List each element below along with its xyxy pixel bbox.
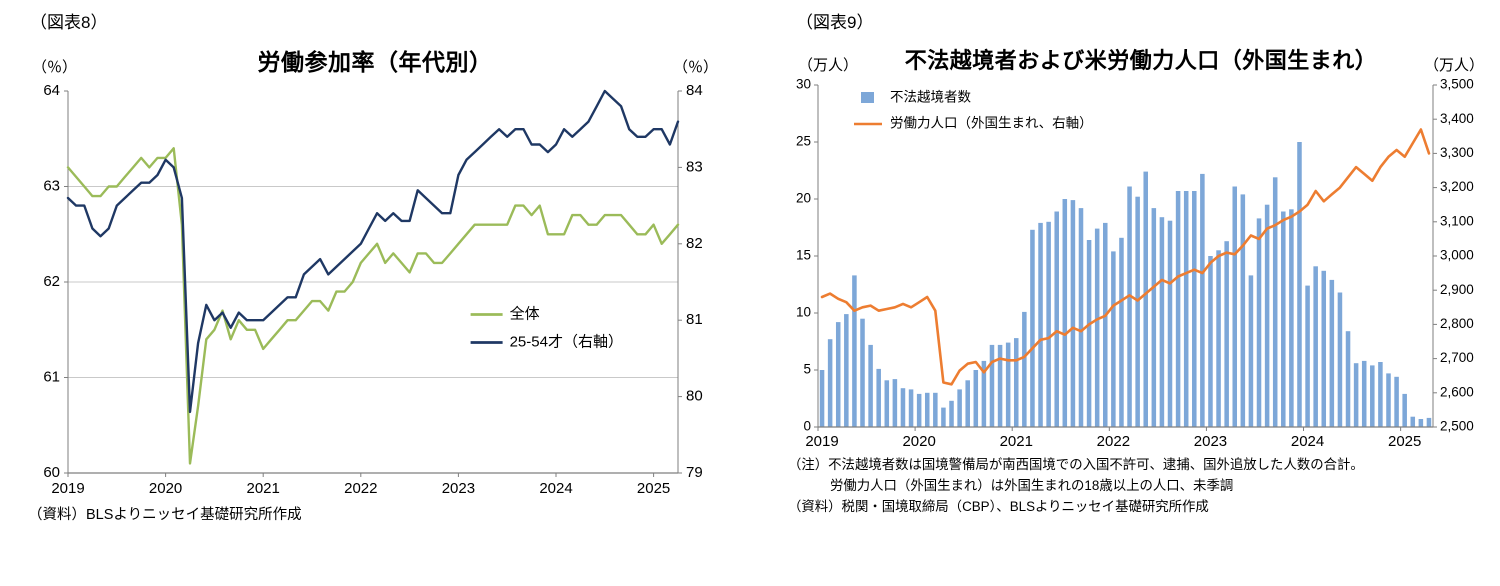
svg-text:5: 5 xyxy=(803,362,811,377)
svg-text:62: 62 xyxy=(43,273,60,290)
svg-text:2,900: 2,900 xyxy=(1440,282,1474,297)
svg-text:15: 15 xyxy=(796,248,811,263)
svg-text:20: 20 xyxy=(796,191,811,206)
labor-participation-panel: （図表8） （％） 労働参加率（年代別） （％） 60 61 62 63 64 79 80 8… xyxy=(22,6,728,524)
svg-text:2024: 2024 xyxy=(1291,433,1324,450)
svg-text:10: 10 xyxy=(796,305,811,320)
right-axis-unit-label: （万人） xyxy=(1423,57,1484,74)
svg-text:2,600: 2,600 xyxy=(1440,384,1474,399)
left-axis-unit-label: （万人） xyxy=(798,57,859,74)
note-line: （注）不法越境者数は国境警備局が南西国境での入国不許可、逮捕、国外追放した人数の… xyxy=(788,457,1364,472)
svg-text:3,300: 3,300 xyxy=(1440,145,1474,160)
right-axis-unit-label: （％） xyxy=(672,59,718,76)
svg-text:0: 0 xyxy=(803,419,811,434)
right-chart-title: 不法越境者および米労働力人口（外国生まれ） xyxy=(904,48,1378,73)
svg-text:2021: 2021 xyxy=(1000,433,1033,450)
left-chart-title: 労働参加率（年代別） xyxy=(257,49,493,75)
left-chart-header: （％） 労働参加率（年代別） （％） xyxy=(22,43,728,77)
svg-text:2020: 2020 xyxy=(149,480,182,497)
svg-text:25-54才（右軸）: 25-54才（右軸） xyxy=(510,333,623,350)
svg-text:2019: 2019 xyxy=(805,433,838,450)
svg-text:81: 81 xyxy=(686,311,703,328)
svg-text:3,500: 3,500 xyxy=(1440,77,1474,92)
svg-text:不法越境者数: 不法越境者数 xyxy=(890,90,971,105)
svg-text:2022: 2022 xyxy=(344,480,377,497)
note-line: （資料）税関・国境取締局（CBP）、BLSよりニッセイ基礎研究所作成 xyxy=(788,498,1209,514)
svg-text:3,100: 3,100 xyxy=(1440,213,1474,228)
figure-9-label: （図表9） xyxy=(796,13,874,32)
right-chart-header: （万人） 不法越境者および米労働力人口（外国生まれ） （万人） xyxy=(788,43,1494,75)
svg-text:61: 61 xyxy=(43,368,60,385)
svg-text:2023: 2023 xyxy=(1194,433,1227,450)
svg-text:全体: 全体 xyxy=(510,304,540,322)
svg-text:2,500: 2,500 xyxy=(1440,419,1474,434)
note-line: 労働力人口（外国生まれ）は外国生まれの18歳以上の人口、未季調 xyxy=(830,477,1234,493)
svg-text:2,700: 2,700 xyxy=(1440,350,1474,365)
svg-text:2020: 2020 xyxy=(902,433,935,450)
svg-text:3,000: 3,000 xyxy=(1440,248,1474,263)
svg-text:80: 80 xyxy=(686,388,703,405)
svg-text:2024: 2024 xyxy=(539,480,572,497)
svg-text:79: 79 xyxy=(686,464,703,481)
svg-text:83: 83 xyxy=(686,158,703,175)
svg-text:60: 60 xyxy=(43,464,60,481)
svg-text:2025: 2025 xyxy=(637,480,670,497)
svg-text:64: 64 xyxy=(43,82,60,99)
right-chart-notes: （注）不法越境者数は国境警備局が南西国境での入国不許可、逮捕、国外追放した人数の… xyxy=(788,455,1494,517)
svg-text:3,200: 3,200 xyxy=(1440,179,1474,194)
svg-text:82: 82 xyxy=(686,235,703,252)
svg-text:2025: 2025 xyxy=(1388,433,1421,450)
figure-8-label: （図表8） xyxy=(30,13,108,32)
svg-text:労働力人口（外国生まれ、右軸）: 労働力人口（外国生まれ、右軸） xyxy=(890,116,1093,131)
svg-text:63: 63 xyxy=(43,177,60,194)
left-chart-source: （資料）BLSよりニッセイ基礎研究所作成 xyxy=(28,507,302,523)
svg-text:84: 84 xyxy=(686,82,703,99)
svg-text:3,400: 3,400 xyxy=(1440,111,1474,126)
svg-text:2021: 2021 xyxy=(247,480,280,497)
border-crossers-svg: 0510152025302,5002,6002,7002,8002,9003,0… xyxy=(796,77,1474,450)
svg-text:2023: 2023 xyxy=(442,480,475,497)
svg-text:2,800: 2,800 xyxy=(1440,316,1474,331)
svg-text:30: 30 xyxy=(796,77,811,92)
svg-text:25: 25 xyxy=(796,134,811,149)
svg-text:2022: 2022 xyxy=(1097,433,1130,450)
labor-participation-svg: 60 61 62 63 64 79 80 81 82 83 84 2019 2020 2021 2022 20… xyxy=(43,82,703,497)
left-axis-unit-label: （％） xyxy=(32,59,78,76)
border-crossers-panel: （図表9） （万人） 不法越境者および米労働力人口（外国生まれ） （万人） 0 5… xyxy=(788,6,1494,517)
svg-text:2019: 2019 xyxy=(51,480,84,497)
